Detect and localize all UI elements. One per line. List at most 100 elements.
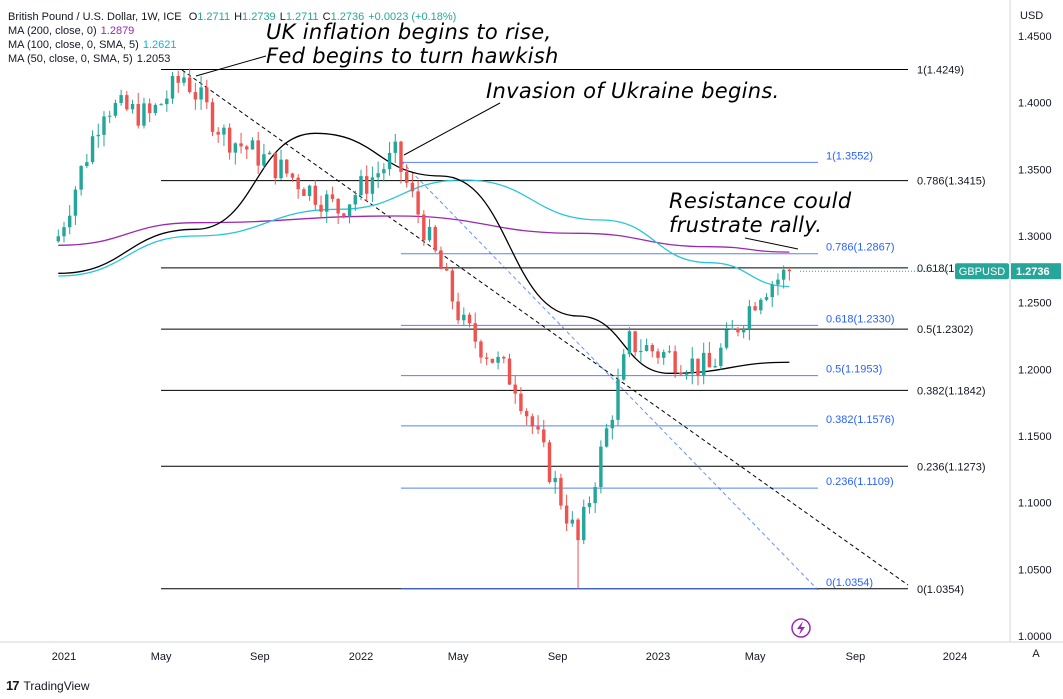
symbol-title: British Pound / U.S. Dollar, 1W, ICE [8, 11, 182, 23]
candle-body [250, 140, 255, 150]
candle-body [736, 328, 740, 333]
candle-body [427, 226, 432, 241]
candle-body [576, 519, 580, 541]
candle-body [553, 477, 557, 483]
candle-body [679, 372, 683, 375]
footer: 17 TradingView [6, 678, 90, 693]
candle-body [610, 419, 615, 429]
fib-black-label: 0.786(1.3415) [917, 176, 986, 188]
x-tick-label: 2024 [943, 651, 967, 663]
candle-body [210, 102, 215, 132]
x-tick-label: May [151, 651, 172, 663]
candle-body [467, 314, 472, 324]
ma-200-line [58, 215, 790, 253]
candle-body [747, 306, 752, 330]
candle-body [713, 366, 717, 368]
tradingview-logo-icon: 17 [6, 678, 20, 693]
candle-body [262, 154, 266, 166]
candle-body [302, 189, 306, 196]
candle-body [604, 428, 609, 447]
symbol-tag-box [955, 263, 1009, 280]
fib-blue-label: 0.618(1.2330) [826, 313, 895, 325]
annotation-pointer-ukraine [403, 102, 501, 156]
symbol-tag-label: GBPUSD [959, 266, 1006, 278]
y-tick-label: 1.1000 [1018, 498, 1052, 510]
annotation-uk-inflation-2: Fed begins to turn hawkish [266, 44, 559, 68]
ohlc-value: O1.2711 [188, 11, 231, 23]
currency-label: USD [1020, 10, 1044, 22]
ohlc-row: British Pound / U.S. Dollar, 1W, ICE O1.… [8, 10, 456, 24]
auto-scale-button[interactable]: A [1032, 648, 1040, 660]
fib-blue-label: 0.236(1.1109) [826, 476, 894, 488]
ohlc-value: L1.2711 [279, 11, 319, 23]
candle-body [667, 351, 672, 353]
annotation-pointer-resistance [744, 237, 799, 250]
ohlc-value: C1.2736 [322, 11, 365, 23]
candle-body [176, 75, 180, 83]
candle-body [530, 416, 535, 427]
candle-body [456, 301, 460, 321]
annotation-uk-inflation-1: UK inflation begins to rise, [266, 20, 552, 44]
candle-body [119, 95, 123, 103]
candle-body [513, 384, 517, 394]
candle-body [319, 204, 323, 212]
candle-body [707, 352, 712, 368]
candle-body [547, 442, 552, 483]
y-tick-label: 1.0000 [1018, 631, 1052, 643]
x-tick-label: Sep [250, 651, 270, 663]
candle-body [433, 226, 437, 251]
candle-body [79, 166, 83, 190]
candle-body [199, 87, 203, 100]
fib-black-label: 0(1.0354) [917, 584, 964, 596]
candle-body [570, 519, 575, 524]
candle-body [661, 352, 666, 358]
y-tick-label: 1.4000 [1018, 98, 1052, 110]
candle-body [616, 379, 620, 420]
candle-body [353, 195, 358, 205]
candle-body [484, 357, 489, 359]
price-tag-box [1011, 263, 1061, 280]
fib-black-label: 1(1.4249) [917, 64, 964, 76]
candle-body [582, 506, 586, 541]
ohlc-value: H1.2739 [234, 11, 276, 23]
candle-body [107, 115, 112, 117]
fib-blue-label: 0.382(1.1576) [826, 414, 895, 426]
ohlc-value: +0.0023 (+0.18%) [368, 11, 457, 23]
fib-black-label: 0.5(1.2302) [917, 324, 973, 336]
candle-body [462, 314, 466, 321]
candle-body [410, 182, 415, 192]
candle-body [559, 477, 563, 506]
footer-brand: TradingView [23, 678, 90, 693]
candle-body [741, 329, 746, 333]
candle-body [279, 159, 283, 179]
x-tick-label: Sep [846, 651, 866, 663]
candle-body [85, 162, 89, 167]
y-tick-label: 1.1500 [1018, 431, 1052, 443]
candle-body [187, 77, 192, 93]
fib-blue-label: 0(1.0354) [826, 577, 873, 589]
candle-body [216, 131, 220, 135]
candle-body [296, 177, 300, 190]
candle-body [524, 411, 529, 417]
candle-body [656, 351, 660, 358]
candle-body [764, 297, 769, 300]
candle-body [696, 358, 700, 376]
candle-body [330, 194, 335, 199]
trendline-black-dashed [181, 69, 909, 586]
candle-body [170, 75, 175, 99]
candle-body [136, 103, 140, 126]
candle-body [347, 204, 352, 217]
candle-body [245, 146, 249, 150]
candle-body [673, 351, 677, 373]
candle-body [159, 104, 163, 106]
chart-legend: British Pound / U.S. Dollar, 1W, ICE O1.… [8, 10, 456, 66]
candle-body [719, 347, 723, 367]
candle-body [102, 116, 106, 135]
candle-body [593, 487, 597, 504]
fib-blue-label: 0.5(1.1953) [826, 364, 882, 376]
candle-body [730, 328, 734, 330]
y-tick-label: 1.4500 [1018, 31, 1052, 43]
candle-body [165, 98, 169, 105]
candle-body [399, 141, 403, 172]
